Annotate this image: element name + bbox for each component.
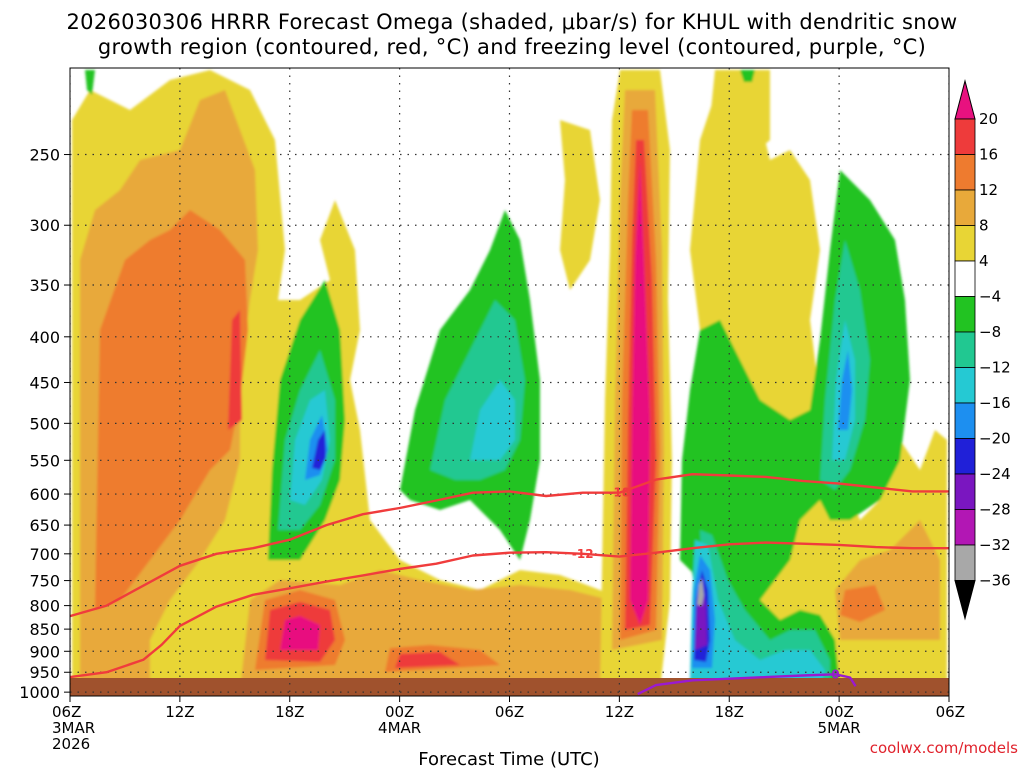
x-tick-year: 2026 — [52, 735, 90, 753]
contour-lines: -18 -12 0 — [70, 473, 949, 696]
omega-red-low2 — [395, 652, 460, 668]
omega-yellow-top — [560, 120, 600, 290]
colorbar-label: −8 — [979, 323, 1001, 341]
colorbar-label: −24 — [979, 465, 1011, 483]
colorbar-label: −32 — [979, 536, 1011, 554]
x-tick-label: 06Z — [52, 703, 81, 721]
y-tick-label: 450 — [29, 373, 60, 392]
colorbar-top-arrow — [954, 79, 976, 120]
colorbar-segment — [954, 225, 976, 262]
colorbar-label: 16 — [979, 146, 998, 164]
x-tick-date: 4MAR — [378, 719, 421, 737]
y-tick-label: 500 — [29, 414, 60, 433]
colorbar-bottom-arrow — [954, 580, 976, 621]
omega-green-topright — [740, 70, 755, 82]
colorbar-segment — [954, 509, 976, 546]
omega-gray-16z — [697, 578, 704, 605]
x-tick-label: 12Z — [165, 703, 194, 721]
y-tick-label: 550 — [29, 451, 60, 470]
omega-red-mid — [228, 310, 242, 430]
x-tick-label: 18Z — [275, 703, 304, 721]
colorbar-segment — [954, 296, 976, 333]
omega-orange-left — [95, 210, 248, 610]
omega-cyan-16z — [690, 540, 825, 690]
colorbar-label: −4 — [979, 288, 1001, 306]
colorbar-label: −12 — [979, 359, 1011, 377]
omega-blue-right — [838, 350, 852, 430]
credit-link[interactable]: coolwx.com/models — [870, 739, 1018, 757]
ground-strip — [70, 678, 949, 696]
y-tick-label: 950 — [29, 663, 60, 682]
colorbar-segment — [954, 189, 976, 226]
x-tick-label: 00Z — [824, 703, 853, 721]
chart-title-line-1: 2026030306 HRRR Forecast Omega (shaded, … — [67, 10, 958, 34]
y-axis: 250 300 350 400 450 500 550 600 650 700 750 800 850 9… — [19, 146, 70, 702]
colorbar-label: −20 — [979, 430, 1011, 448]
y-tick-label: 700 — [29, 545, 60, 564]
omega-dblue-18z — [312, 430, 326, 470]
colorbar-segment — [954, 473, 976, 510]
x-axis-label: Forecast Time (UTC) — [418, 749, 599, 768]
x-tick-date: 5MAR — [818, 719, 861, 737]
colorbar-segment — [954, 367, 976, 404]
y-tick-label: 250 — [29, 146, 60, 165]
omega-green-topleft — [85, 70, 95, 95]
colorbar-segment — [954, 438, 976, 475]
contour-line--12 — [70, 541, 949, 679]
x-tick-label: 18Z — [715, 703, 744, 721]
chart-title-line-2: growth region (contoured, red, °C) and f… — [98, 35, 926, 59]
contour-label: -12 — [572, 547, 594, 561]
y-tick-label: 850 — [29, 620, 60, 639]
colorbar-label: −36 — [979, 572, 1011, 590]
y-tick-label: 750 — [29, 572, 60, 591]
x-tick-label: 12Z — [605, 703, 634, 721]
contour-line--18 — [70, 473, 949, 618]
colorbar-segment — [954, 118, 976, 155]
omega-yellow-top-2 — [710, 70, 770, 170]
colorbar-segment — [954, 331, 976, 368]
contour-label: 0 — [831, 667, 839, 681]
x-tick-label: 06Z — [495, 703, 524, 721]
y-tick-label: 400 — [29, 328, 60, 347]
colorbar-label: −16 — [979, 394, 1011, 412]
x-tick-label: 06Z — [936, 703, 965, 721]
y-tick-label: 800 — [29, 597, 60, 616]
omega-column-magenta — [630, 160, 650, 625]
omega-shading: -18 -12 0 — [70, 68, 949, 696]
contour-label: -18 — [609, 486, 631, 500]
y-tick-label: 650 — [29, 516, 60, 535]
colorbar-segment — [954, 402, 976, 439]
y-tick-label: 350 — [29, 276, 60, 295]
contour-line-0 — [637, 673, 857, 696]
colorbar-label: 8 — [979, 217, 989, 235]
colorbar-label: 12 — [979, 181, 998, 199]
omega-cyan-04z — [470, 380, 515, 460]
colorbar-segment — [954, 154, 976, 191]
omega-orange-right — [840, 585, 885, 622]
x-tick-label: 00Z — [385, 703, 414, 721]
x-tick-date: 3MAR — [52, 719, 95, 737]
y-tick-label: 1000 — [19, 683, 60, 702]
colorbar-label: −28 — [979, 501, 1011, 519]
y-tick-label: 900 — [29, 642, 60, 661]
y-tick-label: 600 — [29, 485, 60, 504]
colorbar: 20 16 12 8 4 −4 −8 −12 −16 −20 −24 −28 −32 −36 — [954, 79, 1011, 621]
colorbar-label: 20 — [979, 110, 998, 128]
colorbar-segment — [954, 544, 976, 581]
colorbar-label: 4 — [979, 252, 989, 270]
colorbar-segment — [954, 260, 976, 297]
y-tick-label: 300 — [29, 216, 60, 235]
